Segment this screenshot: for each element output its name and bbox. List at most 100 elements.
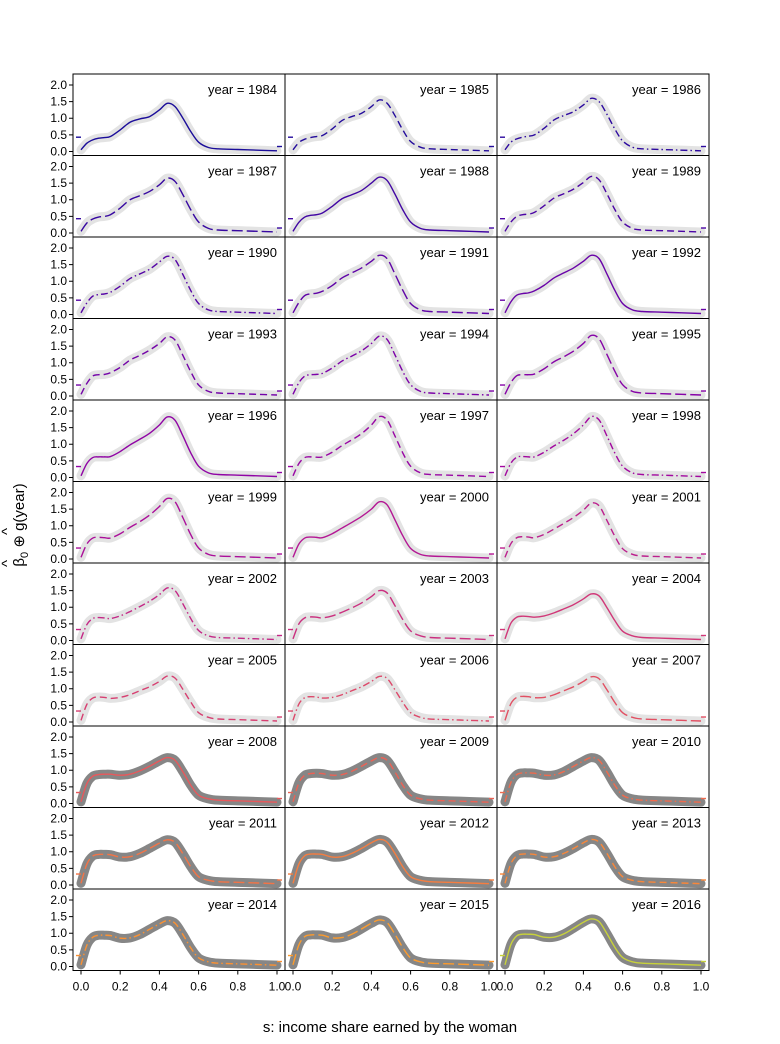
panel-label: year = 2007 bbox=[632, 653, 701, 668]
series-line bbox=[504, 502, 702, 559]
y-tick-label: 2.0 bbox=[50, 404, 67, 418]
y-tick-label: 1.5 bbox=[50, 339, 67, 353]
y-tick-label: 0.0 bbox=[50, 634, 67, 648]
series-line bbox=[504, 334, 702, 396]
confidence-band bbox=[76, 173, 282, 237]
confidence-band bbox=[500, 498, 706, 563]
panel-label: year = 2002 bbox=[208, 571, 277, 586]
y-label-oplus: ⊕ bbox=[11, 535, 28, 548]
panel-label: year = 2009 bbox=[420, 734, 489, 749]
y-tick-label: 0.5 bbox=[50, 780, 67, 794]
panel: year = 2009 bbox=[284, 725, 498, 808]
y-label-sub0: 0 bbox=[19, 552, 31, 558]
x-tick-label: 0.4 bbox=[575, 980, 592, 994]
y-tick-label: 0.0 bbox=[50, 552, 67, 566]
series-line bbox=[292, 99, 490, 152]
panel: year = 1992 bbox=[496, 236, 710, 319]
y-tick-label: 0.5 bbox=[50, 128, 67, 142]
confidence-band bbox=[76, 332, 282, 400]
panel: year = 1988 bbox=[284, 155, 498, 238]
panel-label: year = 2012 bbox=[420, 816, 489, 831]
y-tick-label: 2.0 bbox=[50, 648, 67, 662]
y-tick-label: 1.0 bbox=[50, 519, 67, 533]
y-label-rest: (year) bbox=[11, 483, 28, 522]
panel: year = 2015 bbox=[284, 888, 498, 971]
confidence-band bbox=[76, 412, 282, 481]
series-line bbox=[504, 918, 702, 966]
x-tick-label: 0.6 bbox=[190, 980, 207, 994]
x-tick-label: 0.8 bbox=[441, 980, 458, 994]
panel: year = 2003 bbox=[284, 562, 498, 645]
y-tick-label: 0.0 bbox=[50, 960, 67, 974]
y-tick-label: 2.0 bbox=[50, 322, 67, 336]
panel: year = 1996 0.0 0.5 1.0 1.5 2.0 bbox=[50, 399, 286, 485]
series-line bbox=[292, 415, 490, 478]
y-tick-label: 0.5 bbox=[50, 535, 67, 549]
y-tick-label: 2.0 bbox=[50, 241, 67, 255]
x-tick-label: 0.2 bbox=[324, 980, 341, 994]
x-tick-label: 1.0 bbox=[269, 980, 286, 994]
panel: year = 1985 bbox=[284, 73, 498, 156]
y-tick-label: 1.5 bbox=[50, 828, 67, 842]
y-tick-label: 1.0 bbox=[50, 274, 67, 288]
series-line bbox=[80, 675, 278, 722]
y-tick-label: 1.0 bbox=[50, 600, 67, 614]
y-tick-label: 1.0 bbox=[50, 111, 67, 125]
series-line bbox=[80, 416, 278, 478]
series-line bbox=[80, 102, 278, 152]
panel: year = 2011 0.0 0.5 1.0 1.5 2.0 bbox=[50, 807, 286, 892]
x-tick-label: 0.2 bbox=[112, 980, 129, 994]
confidence-band bbox=[288, 411, 494, 481]
panel: year = 1994 bbox=[284, 318, 498, 401]
x-tick-label: 0.2 bbox=[536, 980, 553, 994]
panel: year = 2013 bbox=[496, 807, 710, 890]
confidence-band bbox=[500, 411, 706, 481]
confidence-band bbox=[500, 330, 706, 400]
x-axis-ticks: 0.0 0.2 0.4 0.6 0.8 1.0 0.0 0.2 0.4 0.6 0.8 1.0 0.0 0… bbox=[73, 970, 710, 994]
series-line bbox=[504, 675, 702, 722]
x-tick-label: 0.6 bbox=[402, 980, 419, 994]
y-tick-label: 1.0 bbox=[50, 763, 67, 777]
panel-label: year = 2000 bbox=[420, 490, 489, 505]
y-tick-label: 1.5 bbox=[50, 176, 67, 190]
y-tick-label: 2.0 bbox=[50, 159, 67, 173]
y-tick-label: 0.5 bbox=[50, 372, 67, 386]
y-tick-label: 1.0 bbox=[50, 193, 67, 207]
confidence-band bbox=[76, 251, 282, 318]
panel-label: year = 1987 bbox=[208, 164, 277, 179]
panel: year = 1991 bbox=[284, 236, 498, 319]
y-tick-label: 0.5 bbox=[50, 454, 67, 468]
y-tick-label: 2.0 bbox=[50, 567, 67, 581]
panel-label: year = 2001 bbox=[632, 490, 701, 505]
panel: year = 1987 0.0 0.5 1.0 1.5 2.0 bbox=[50, 155, 286, 240]
series-line bbox=[292, 919, 490, 966]
x-tick-label: 0.4 bbox=[151, 980, 168, 994]
y-tick-label: 2.0 bbox=[50, 811, 67, 825]
series-line bbox=[80, 756, 278, 803]
panel-label: year = 1993 bbox=[208, 327, 277, 342]
panel-label: year = 2006 bbox=[420, 653, 489, 668]
panel: year = 2002 0.0 0.5 1.0 1.5 2.0 bbox=[50, 562, 286, 648]
y-tick-label: 0.5 bbox=[50, 617, 67, 631]
panel-label: year = 1988 bbox=[420, 164, 489, 179]
series-line bbox=[504, 756, 702, 803]
y-tick-label: 1.0 bbox=[50, 845, 67, 859]
confidence-band bbox=[76, 916, 282, 970]
y-label-g-hat: ^ bbox=[0, 528, 16, 535]
panel: year = 2004 bbox=[496, 562, 710, 645]
series-line bbox=[292, 335, 490, 396]
x-tick-label: 1.0 bbox=[693, 980, 710, 994]
panel: year = 2001 bbox=[496, 481, 710, 564]
series-line bbox=[504, 593, 702, 641]
y-tick-label: 2.0 bbox=[50, 485, 67, 499]
series-line bbox=[504, 838, 702, 885]
panel-label: year = 2016 bbox=[632, 897, 701, 912]
series-line bbox=[292, 500, 490, 559]
panel-label: year = 2014 bbox=[208, 897, 277, 912]
y-label-beta-hat: ^ bbox=[0, 560, 16, 567]
y-tick-label: 1.5 bbox=[50, 665, 67, 679]
y-tick-label: 0.5 bbox=[50, 861, 67, 875]
x-axis-label: s: income share earned by the woman bbox=[263, 1019, 517, 1036]
panel-label: year = 2011 bbox=[209, 816, 277, 831]
